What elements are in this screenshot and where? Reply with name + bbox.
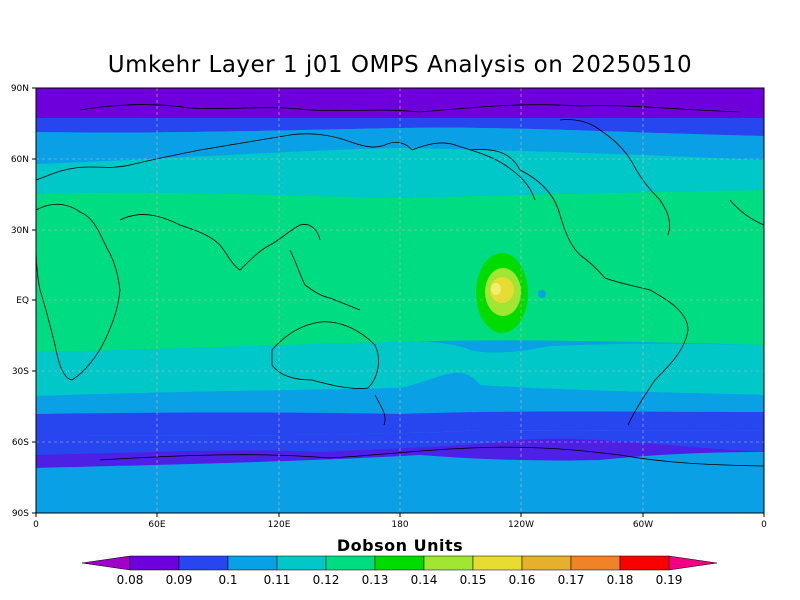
anomaly-core	[491, 283, 501, 295]
tick-marks	[32, 87, 765, 517]
lon-tick-180: 180	[391, 520, 408, 530]
band-0.1-antarctic	[36, 452, 764, 513]
colorbar-label: 0.16	[509, 573, 536, 587]
colorbar-swatch	[129, 555, 180, 571]
colorbar-label: 0.14	[411, 573, 438, 587]
lat-tick-90s: 90S	[12, 509, 29, 519]
lon-tick-60w: 60W	[633, 520, 653, 530]
lon-tick-60e: 60E	[148, 520, 165, 530]
colorbar-swatch	[570, 555, 621, 571]
colorbar-label: 0.08	[117, 573, 144, 587]
colorbar-swatch	[374, 555, 425, 571]
colorbar-label: 0.15	[460, 573, 487, 587]
colorbar-label: 0.12	[313, 573, 340, 587]
colorbar-swatch	[325, 555, 376, 571]
band-0.11-north	[36, 127, 764, 164]
map-title: Umkehr Layer 1 j01 OMPS Analysis on 2025…	[107, 52, 693, 78]
colorbar-swatch	[423, 555, 474, 571]
colorbar-swatch	[178, 555, 229, 571]
lat-tick-60s: 60S	[12, 438, 29, 448]
band-0.1-south	[36, 411, 764, 436]
lat-tick-60n: 60N	[11, 155, 29, 165]
colorbar-arrow-high	[668, 555, 718, 571]
colorbar-label: 0.19	[656, 573, 683, 587]
colorbar-label: 0.13	[362, 573, 389, 587]
lon-tick-0-left: 0	[33, 520, 39, 530]
colorbar-swatch	[619, 555, 670, 571]
lon-tick-120e: 120E	[268, 520, 291, 530]
lat-tick-30n: 30N	[11, 226, 29, 236]
colorbar-label: 0.09	[166, 573, 193, 587]
colorbar-swatch	[227, 555, 278, 571]
colorbar-swatch	[472, 555, 523, 571]
lon-tick-0-right: 0	[761, 520, 767, 530]
lon-tick-120w: 120W	[508, 520, 534, 530]
lat-tick-90n: 90N	[11, 84, 29, 94]
colorbar-label: 0.18	[607, 573, 634, 587]
colorbar: 0.08 0.09 0.1 0.11 0.12 0.13 0.14 0.15 0.16 0.17 0…	[81, 555, 718, 587]
colorbar-swatch	[521, 555, 572, 571]
band-0.11-south	[36, 372, 764, 414]
grid-lines	[36, 88, 764, 513]
lat-tick-eq: EQ	[16, 296, 29, 306]
colorbar-arrow-low	[81, 555, 131, 571]
colorbar-label: 0.1	[218, 573, 237, 587]
coastlines	[36, 104, 764, 467]
small-anomaly	[538, 290, 546, 298]
colorbar-label: 0.17	[558, 573, 585, 587]
band-0.12-south	[36, 341, 764, 396]
colorbar-swatch	[276, 555, 327, 571]
colorbar-label: 0.11	[264, 573, 291, 587]
colorbar-title: Dobson Units	[336, 536, 464, 555]
lat-tick-30s: 30S	[12, 367, 29, 377]
